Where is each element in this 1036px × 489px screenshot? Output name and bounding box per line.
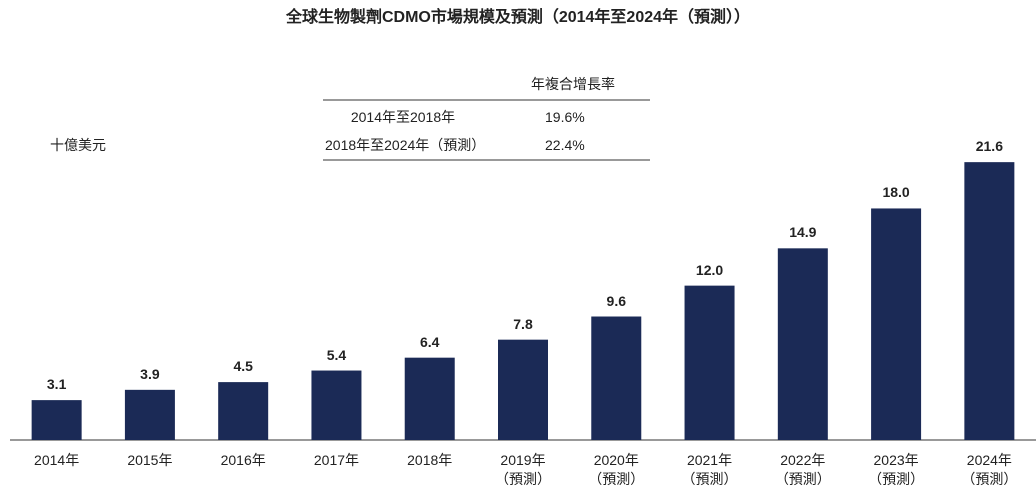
value-label: 12.0 bbox=[695, 261, 724, 278]
x-tick-label: 2020年 （預測） bbox=[588, 452, 645, 487]
x-tick-label: 2016年 bbox=[220, 452, 266, 468]
value-label: 7.8 bbox=[513, 315, 533, 332]
bar bbox=[31, 400, 82, 440]
x-tick-label: 2017年 bbox=[313, 452, 360, 468]
value-label: 3.9 bbox=[140, 365, 160, 382]
table-cell: 2018年至2024年（預測） bbox=[325, 137, 486, 153]
bar bbox=[684, 285, 735, 440]
value-label: 4.5 bbox=[233, 358, 253, 375]
x-tick-label: 2023年 （預測） bbox=[868, 452, 925, 487]
bar bbox=[871, 208, 922, 440]
x-tick-label: 2024年 （預測） bbox=[961, 452, 1018, 487]
table-cell: 22.4% bbox=[545, 137, 585, 153]
value-label: 14.9 bbox=[789, 224, 817, 241]
bar bbox=[218, 382, 269, 440]
bar bbox=[498, 339, 548, 440]
value-label: 21.6 bbox=[975, 138, 1003, 155]
bar bbox=[591, 316, 642, 440]
value-label: 6.4 bbox=[419, 333, 440, 350]
bar bbox=[964, 162, 1015, 441]
y-axis-label: 十億美元 bbox=[50, 137, 106, 153]
value-label: 3.1 bbox=[46, 376, 67, 393]
x-tick-label: 2014年 bbox=[34, 452, 80, 468]
chart-title: 全球生物製劑CDMO市場規模及預測（2014年至2024年（預測）） bbox=[285, 9, 751, 26]
value-label: 9.6 bbox=[606, 292, 626, 309]
table-cell: 2014年至2018年 bbox=[350, 109, 456, 125]
x-tick-label: 2021年 （預測） bbox=[681, 452, 738, 487]
bar bbox=[404, 357, 455, 440]
value-label: 18.0 bbox=[882, 184, 910, 201]
bar bbox=[777, 248, 828, 440]
table-cell: 19.6% bbox=[545, 109, 585, 125]
x-tick-label: 2019年 （預測） bbox=[495, 452, 551, 487]
x-tick-label: 2022年 （預測） bbox=[774, 452, 831, 487]
bar bbox=[124, 389, 175, 440]
x-tick-label: 2015年 bbox=[127, 452, 173, 468]
bar bbox=[311, 370, 362, 440]
value-label: 5.4 bbox=[326, 346, 347, 363]
x-tick-label: 2018年 bbox=[407, 452, 453, 468]
table-header: 年複合增長率 bbox=[531, 76, 615, 92]
